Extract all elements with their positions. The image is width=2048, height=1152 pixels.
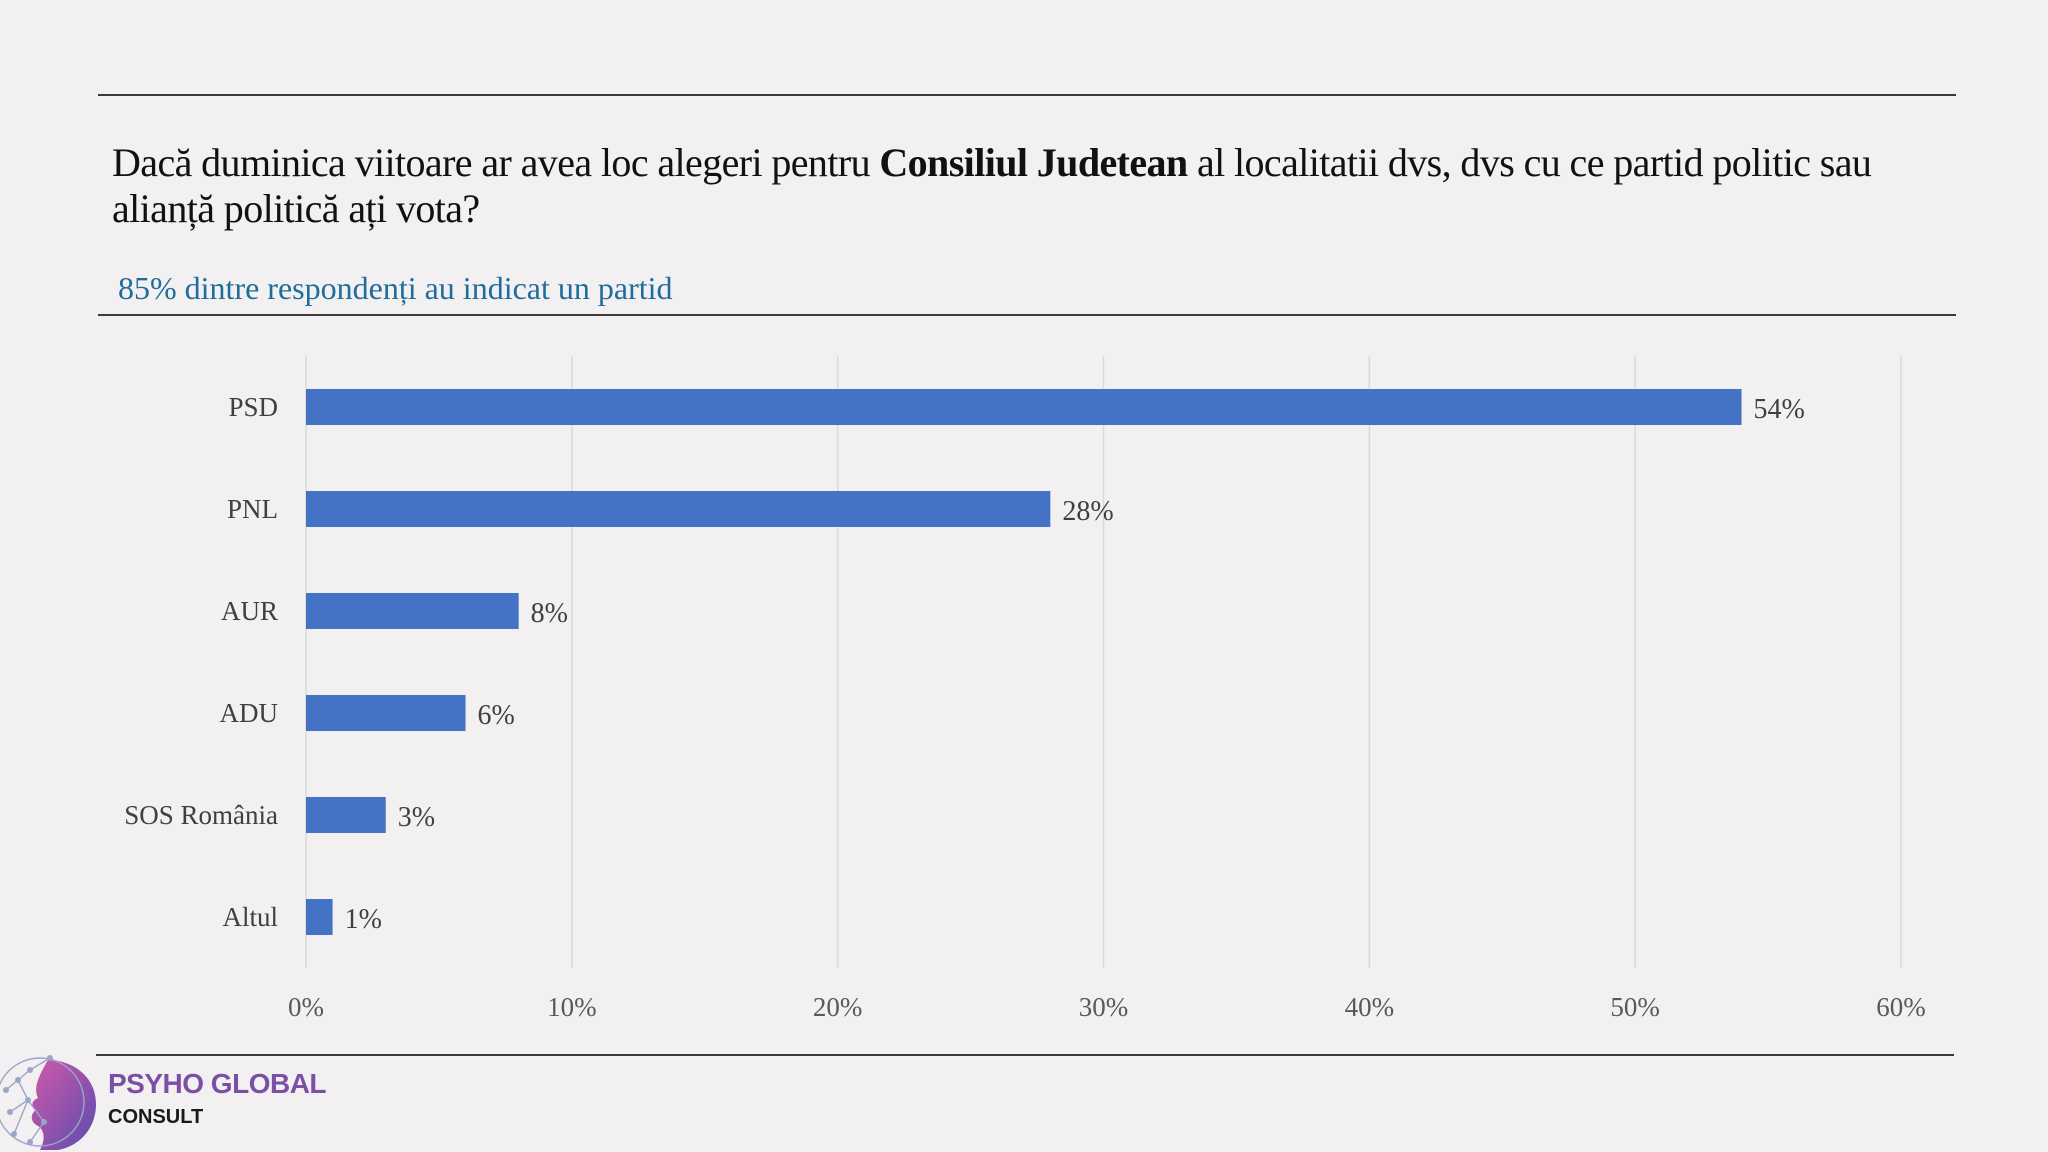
bar-chart: 0% 10% 20% 30% 40% 50% 60% PSD 54% PNL 28% AUR 8% ADU… xyxy=(124,356,1926,1022)
x-tick-label: 40% xyxy=(1345,992,1395,1022)
x-tick-label: 20% xyxy=(813,992,863,1022)
category-label: PNL xyxy=(227,494,278,524)
bar xyxy=(306,695,466,731)
category-label: AUR xyxy=(221,596,278,626)
x-tick-label: 30% xyxy=(1079,992,1129,1022)
bar xyxy=(306,797,386,833)
x-tick-label: 10% xyxy=(547,992,597,1022)
category-label: ADU xyxy=(220,698,279,728)
brand-logo-icon xyxy=(0,1055,96,1150)
data-label: 3% xyxy=(398,802,435,833)
data-label: 6% xyxy=(478,700,515,731)
mid-divider xyxy=(98,314,1956,316)
bar xyxy=(306,491,1051,527)
x-tick-label: 60% xyxy=(1876,992,1926,1022)
page-subtitle: 85% dintre respondenți au indicat un par… xyxy=(118,270,673,306)
bottom-divider xyxy=(96,1054,1954,1056)
brand-name: PSYHO GLOBAL xyxy=(108,1068,327,1099)
x-tick-label: 50% xyxy=(1610,992,1660,1022)
top-divider xyxy=(98,94,1956,96)
category-label: Altul xyxy=(222,902,278,932)
category-label: PSD xyxy=(228,392,278,422)
page-title: Dacă duminica viitoare ar avea loc alege… xyxy=(112,140,1872,231)
bar xyxy=(306,899,333,935)
data-label: 1% xyxy=(345,904,382,935)
brand-subname: CONSULT xyxy=(108,1106,204,1128)
bar xyxy=(306,593,519,629)
data-label: 28% xyxy=(1062,496,1113,527)
category-label: SOS România xyxy=(124,800,278,830)
x-tick-label: 0% xyxy=(288,992,324,1022)
bar xyxy=(306,389,1742,425)
data-label: 8% xyxy=(531,598,568,629)
data-label: 54% xyxy=(1754,394,1805,425)
